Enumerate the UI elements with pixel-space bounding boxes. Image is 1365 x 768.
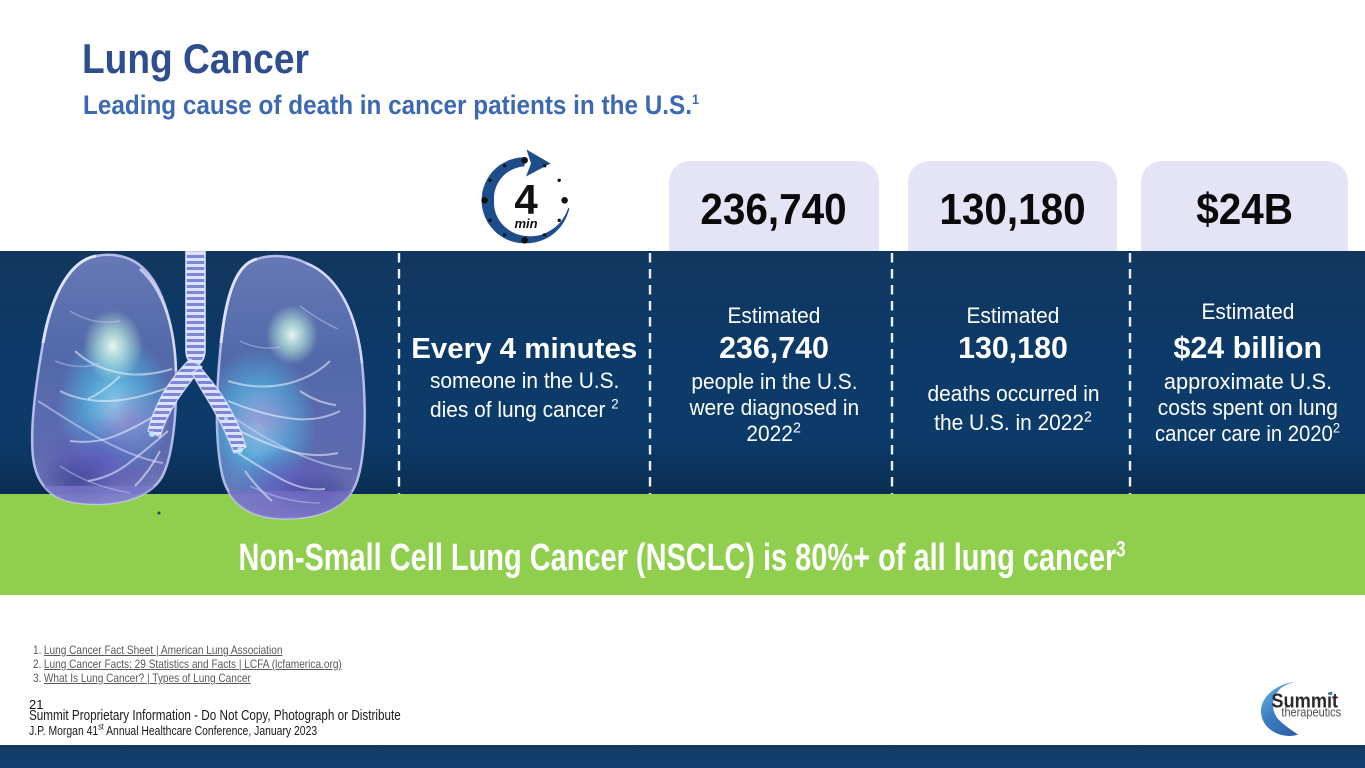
svg-text:min: min — [514, 216, 537, 231]
svg-text:Summit: Summit — [1271, 691, 1338, 713]
svg-text:therapeutics: therapeutics — [1281, 705, 1341, 720]
svg-text:4: 4 — [514, 176, 538, 223]
